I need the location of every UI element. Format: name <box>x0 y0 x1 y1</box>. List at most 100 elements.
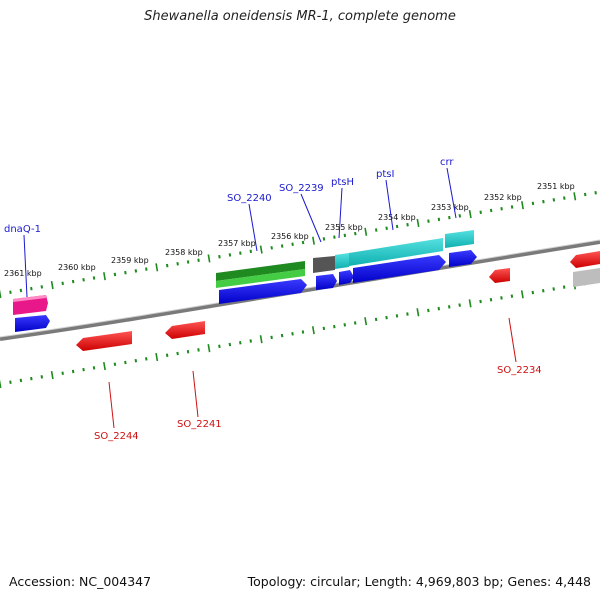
gene-ptsH-feature[interactable] <box>335 253 349 269</box>
minor-tick <box>19 288 23 293</box>
minor-tick <box>197 348 200 352</box>
kbp-label: 2355 kbp <box>325 223 363 232</box>
minor-tick <box>385 315 388 320</box>
label-leader <box>23 234 28 298</box>
gene-label-ptsI[interactable]: ptsI <box>376 169 394 180</box>
major-tick <box>155 353 159 362</box>
minor-tick <box>395 224 399 229</box>
gene-SO_2240-feature[interactable] <box>216 261 305 281</box>
gene-ptsI-feature[interactable] <box>349 238 443 266</box>
gene-label-SO_2241[interactable]: SO_2241 <box>177 419 222 430</box>
minor-tick <box>427 219 430 223</box>
gene-SO_2234-feature[interactable] <box>489 268 510 283</box>
cds-feature[interactable] <box>449 250 477 267</box>
minor-tick <box>82 278 85 282</box>
minor-tick <box>479 210 482 215</box>
minor-tick <box>113 272 117 277</box>
minor-tick <box>552 198 556 202</box>
major-tick <box>416 308 420 317</box>
minor-tick <box>301 240 305 245</box>
gene-label-SO_2244[interactable]: SO_2244 <box>94 431 139 442</box>
minor-tick <box>40 375 44 379</box>
label-leader <box>248 203 258 252</box>
major-tick <box>364 317 368 326</box>
gene-SO_2239-feature[interactable] <box>313 256 335 273</box>
major-tick <box>573 192 577 201</box>
cds-feature[interactable] <box>316 274 337 290</box>
minor-tick <box>541 288 545 293</box>
minor-tick <box>228 342 232 347</box>
minor-tick <box>333 235 336 239</box>
minor-tick <box>322 237 326 241</box>
gene-label-ptsH[interactable]: ptsH <box>331 177 354 188</box>
minor-tick <box>385 226 388 231</box>
minor-tick <box>489 297 493 302</box>
gene-label-SO_2239[interactable]: SO_2239 <box>279 183 324 194</box>
minor-tick <box>374 228 378 232</box>
minor-tick <box>531 290 535 295</box>
minor-tick <box>249 339 252 343</box>
minor-tick <box>30 376 33 381</box>
minor-tick <box>124 360 127 365</box>
label-leader <box>385 179 394 231</box>
minor-tick <box>71 279 75 284</box>
gene-SO_2244-feature[interactable] <box>76 331 132 351</box>
minor-tick <box>458 303 461 307</box>
minor-tick <box>71 369 75 374</box>
minor-tick <box>563 196 566 200</box>
minor-tick <box>542 199 545 204</box>
minor-tick <box>280 333 284 338</box>
cds-feature[interactable] <box>219 279 307 304</box>
minor-tick <box>354 231 357 236</box>
minor-tick <box>9 380 12 384</box>
minor-tick <box>479 299 482 304</box>
minor-tick <box>239 251 242 255</box>
label-leader <box>446 167 457 219</box>
major-tick <box>103 361 106 371</box>
minor-tick <box>374 317 378 322</box>
minor-tick <box>228 253 232 257</box>
minor-tick <box>437 217 441 222</box>
minor-tick <box>197 258 200 262</box>
gene-label-SO_2240[interactable]: SO_2240 <box>227 193 272 204</box>
minor-tick <box>165 353 169 358</box>
minor-tick <box>186 260 190 264</box>
minor-tick <box>343 233 347 238</box>
minor-tick <box>113 362 117 367</box>
minor-tick <box>406 222 409 227</box>
reverse-feature-gray[interactable] <box>573 268 600 287</box>
minor-tick <box>40 285 44 289</box>
minor-tick <box>427 308 430 313</box>
minor-tick <box>562 285 566 289</box>
kbp-label: 2356 kbp <box>271 232 309 241</box>
cds-feature[interactable] <box>15 315 50 332</box>
minor-tick <box>353 321 357 325</box>
minor-tick <box>176 262 179 266</box>
minor-tick <box>82 367 85 372</box>
minor-tick <box>552 287 555 291</box>
major-tick <box>50 281 54 290</box>
minor-tick <box>61 371 64 375</box>
major-tick <box>312 236 315 245</box>
minor-tick <box>406 312 409 316</box>
minor-tick <box>134 269 138 273</box>
major-tick <box>207 344 211 353</box>
gene-SO_2241-feature[interactable] <box>165 321 205 339</box>
minor-tick <box>531 201 535 206</box>
minor-tick <box>270 335 273 340</box>
reverse-feature[interactable] <box>570 251 600 268</box>
kbp-label: 2360 kbp <box>58 263 96 272</box>
minor-tick <box>249 249 253 254</box>
gene-crr-feature[interactable] <box>445 230 474 248</box>
gene-label-crr[interactable]: crr <box>440 157 454 168</box>
cds-feature[interactable] <box>353 255 446 283</box>
gene-label-SO_2234[interactable]: SO_2234 <box>497 365 542 376</box>
minor-tick <box>510 294 514 298</box>
minor-tick <box>489 208 493 213</box>
minor-tick <box>186 349 190 354</box>
gene-label-dnaQ-1[interactable]: dnaQ-1 <box>4 224 41 235</box>
minor-tick <box>447 305 451 309</box>
cds-feature[interactable] <box>339 270 354 285</box>
minor-tick <box>134 358 138 363</box>
